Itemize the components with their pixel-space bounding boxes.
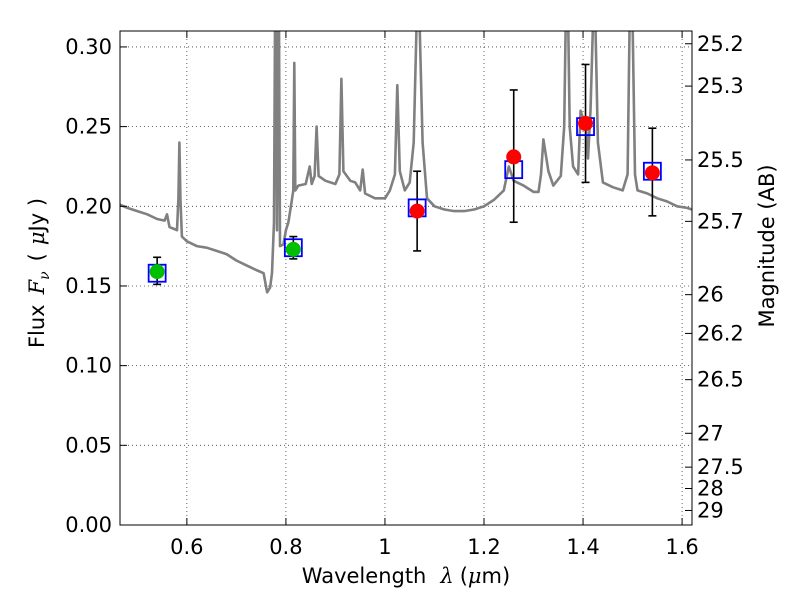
observed-point <box>644 165 660 181</box>
error-bars <box>153 63 657 286</box>
axis-ticks: 0.6 0.8 1 1.2 1.4 1.6 0.00 0.05 0.10 0.15 0.20 0.25… <box>65 31 744 559</box>
x-tick-label: 1.2 <box>467 535 500 559</box>
observed-photometry-series <box>149 115 660 280</box>
model-photometry-series <box>147 117 662 283</box>
y-axis-title: FluxFν(μJy ) <box>25 198 53 348</box>
y-tick-label: 0.25 <box>65 115 112 139</box>
mag-tick-label: 27.5 <box>697 455 744 479</box>
mag-tick-label: 26 <box>697 283 724 307</box>
mag-tick-label: 28 <box>697 476 724 500</box>
mag-tick-label: 26.5 <box>697 368 744 392</box>
plot-frame <box>119 30 693 526</box>
observed-point <box>149 264 165 280</box>
mag-tick-label: 25.7 <box>697 209 744 233</box>
y-tick-label: 0.15 <box>65 274 112 298</box>
y-tick-label: 0.00 <box>65 513 112 537</box>
observed-point <box>506 149 522 165</box>
y-tick-label: 0.10 <box>65 354 112 378</box>
mag-tick-label: 25.5 <box>697 148 744 172</box>
x-tick-label: 0.6 <box>170 535 203 559</box>
sed-model-series <box>120 31 692 294</box>
sed-model-line <box>120 31 692 294</box>
mag-tick-label: 26.2 <box>697 321 744 345</box>
x-tick-label: 1.4 <box>566 535 599 559</box>
y-tick-label: 0.30 <box>65 35 112 59</box>
right-axis-title: Magnitude (AB) <box>755 164 779 327</box>
y-tick-label: 0.05 <box>65 433 112 457</box>
observed-point <box>578 115 594 131</box>
y-tick-label: 0.20 <box>65 194 112 218</box>
mag-tick-label: 25.2 <box>697 32 744 56</box>
x-tick-label: 0.8 <box>269 535 302 559</box>
x-axis-title: Wavelength λ (μm) <box>302 564 510 588</box>
x-tick-label: 1.6 <box>665 535 698 559</box>
grid <box>120 31 692 526</box>
mag-tick-label: 25.3 <box>697 74 744 98</box>
mag-tick-label: 29 <box>697 498 724 522</box>
observed-point <box>409 203 425 219</box>
x-tick-label: 1 <box>378 535 391 559</box>
mag-tick-label: 27 <box>697 421 724 445</box>
observed-point <box>285 241 301 257</box>
